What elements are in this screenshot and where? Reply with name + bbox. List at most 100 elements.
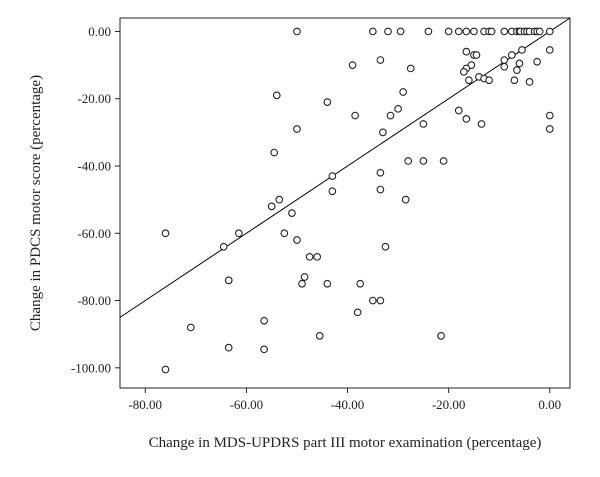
- data-point: [351, 111, 359, 120]
- data-point: [356, 279, 365, 288]
- data-point: [275, 195, 284, 204]
- data-point: [535, 27, 544, 36]
- data-point: [219, 242, 228, 251]
- data-point: [439, 157, 448, 165]
- data-point: [353, 308, 362, 317]
- x-tick-label: -40.00: [331, 397, 365, 412]
- data-point: [513, 66, 521, 74]
- data-point: [305, 252, 314, 261]
- data-point: [401, 195, 410, 204]
- data-point: [224, 343, 233, 352]
- data-point: [323, 98, 332, 106]
- data-point: [419, 157, 428, 165]
- data-point: [545, 111, 554, 120]
- data-point: [161, 365, 170, 374]
- y-axis-title: Change in PDCS motor score (percentage): [28, 75, 44, 331]
- data-point: [454, 27, 463, 36]
- x-tick-label: -80.00: [128, 397, 162, 412]
- data-point: [444, 27, 453, 36]
- data-point: [459, 67, 468, 76]
- data-point: [406, 64, 415, 73]
- data-point: [234, 229, 243, 238]
- data-point: [518, 46, 526, 54]
- data-point: [533, 57, 541, 66]
- data-point: [323, 279, 332, 288]
- data-point: [545, 125, 554, 133]
- data-point: [384, 27, 392, 36]
- x-axis-ticks: -80.00 -60.00 -40.00 -20.00 0.00: [128, 388, 561, 412]
- data-point: [376, 296, 385, 305]
- data-point: [545, 46, 554, 54]
- data-point: [368, 296, 377, 305]
- data-point: [260, 345, 268, 354]
- data-point: [487, 27, 496, 36]
- data-points: [161, 27, 554, 374]
- data-point: [500, 56, 509, 64]
- y-tick-label: -80.00: [77, 293, 111, 308]
- data-point: [454, 106, 463, 115]
- data-point: [313, 252, 322, 261]
- data-point: [376, 185, 385, 194]
- data-point: [500, 27, 509, 36]
- data-point: [477, 120, 486, 128]
- x-tick-label: -60.00: [230, 397, 264, 412]
- data-point: [437, 332, 445, 340]
- data-point: [399, 88, 407, 96]
- data-point: [315, 332, 324, 340]
- data-point: [376, 168, 385, 177]
- data-point: [381, 242, 390, 251]
- data-point: [515, 59, 524, 68]
- data-point: [270, 148, 279, 157]
- y-axis-ticks: 0.00 -20.00 -40.00 -60.00 -80.00 -100.00: [71, 24, 120, 375]
- data-point: [386, 111, 395, 120]
- data-point: [462, 27, 471, 36]
- data-point: [260, 316, 268, 325]
- data-point: [300, 273, 309, 281]
- data-point: [419, 120, 428, 128]
- data-point: [280, 229, 289, 238]
- y-tick-label: -40.00: [77, 159, 111, 174]
- data-point: [267, 202, 276, 211]
- data-point: [462, 115, 471, 123]
- data-point: [272, 91, 281, 100]
- data-point: [293, 27, 301, 36]
- data-point: [472, 51, 481, 59]
- y-tick-label: -60.00: [77, 226, 111, 241]
- data-point: [224, 276, 233, 285]
- y-tick-label: -100.00: [71, 360, 111, 375]
- data-point: [293, 125, 301, 133]
- data-point: [500, 62, 509, 71]
- data-point: [470, 27, 478, 36]
- data-point: [161, 229, 170, 238]
- identity-reference-line: [119, 17, 571, 318]
- data-point: [328, 187, 337, 196]
- data-point: [376, 56, 385, 64]
- data-point: [396, 27, 405, 36]
- data-point: [404, 157, 413, 165]
- data-point: [394, 104, 402, 113]
- data-point: [348, 61, 357, 69]
- data-point: [485, 76, 493, 85]
- x-axis-title: Change in MDS-UPDRS part III motor exami…: [149, 435, 542, 451]
- data-point: [508, 51, 516, 59]
- y-tick-label: -20.00: [77, 91, 111, 106]
- data-point: [525, 78, 534, 86]
- data-point: [186, 323, 195, 332]
- data-point: [465, 76, 473, 85]
- data-point: [545, 27, 554, 36]
- y-tick-label: 0.00: [88, 24, 111, 39]
- plot-frame: [119, 17, 571, 389]
- data-point: [288, 209, 296, 217]
- data-point: [424, 27, 433, 36]
- data-point: [379, 128, 387, 137]
- data-point: [298, 279, 306, 288]
- x-tick-label: -20.00: [432, 397, 466, 412]
- data-point: [293, 236, 301, 244]
- x-tick-label: 0.00: [538, 397, 561, 412]
- data-point: [462, 47, 471, 56]
- data-point: [368, 27, 377, 36]
- data-point: [328, 172, 337, 180]
- data-point: [510, 76, 519, 85]
